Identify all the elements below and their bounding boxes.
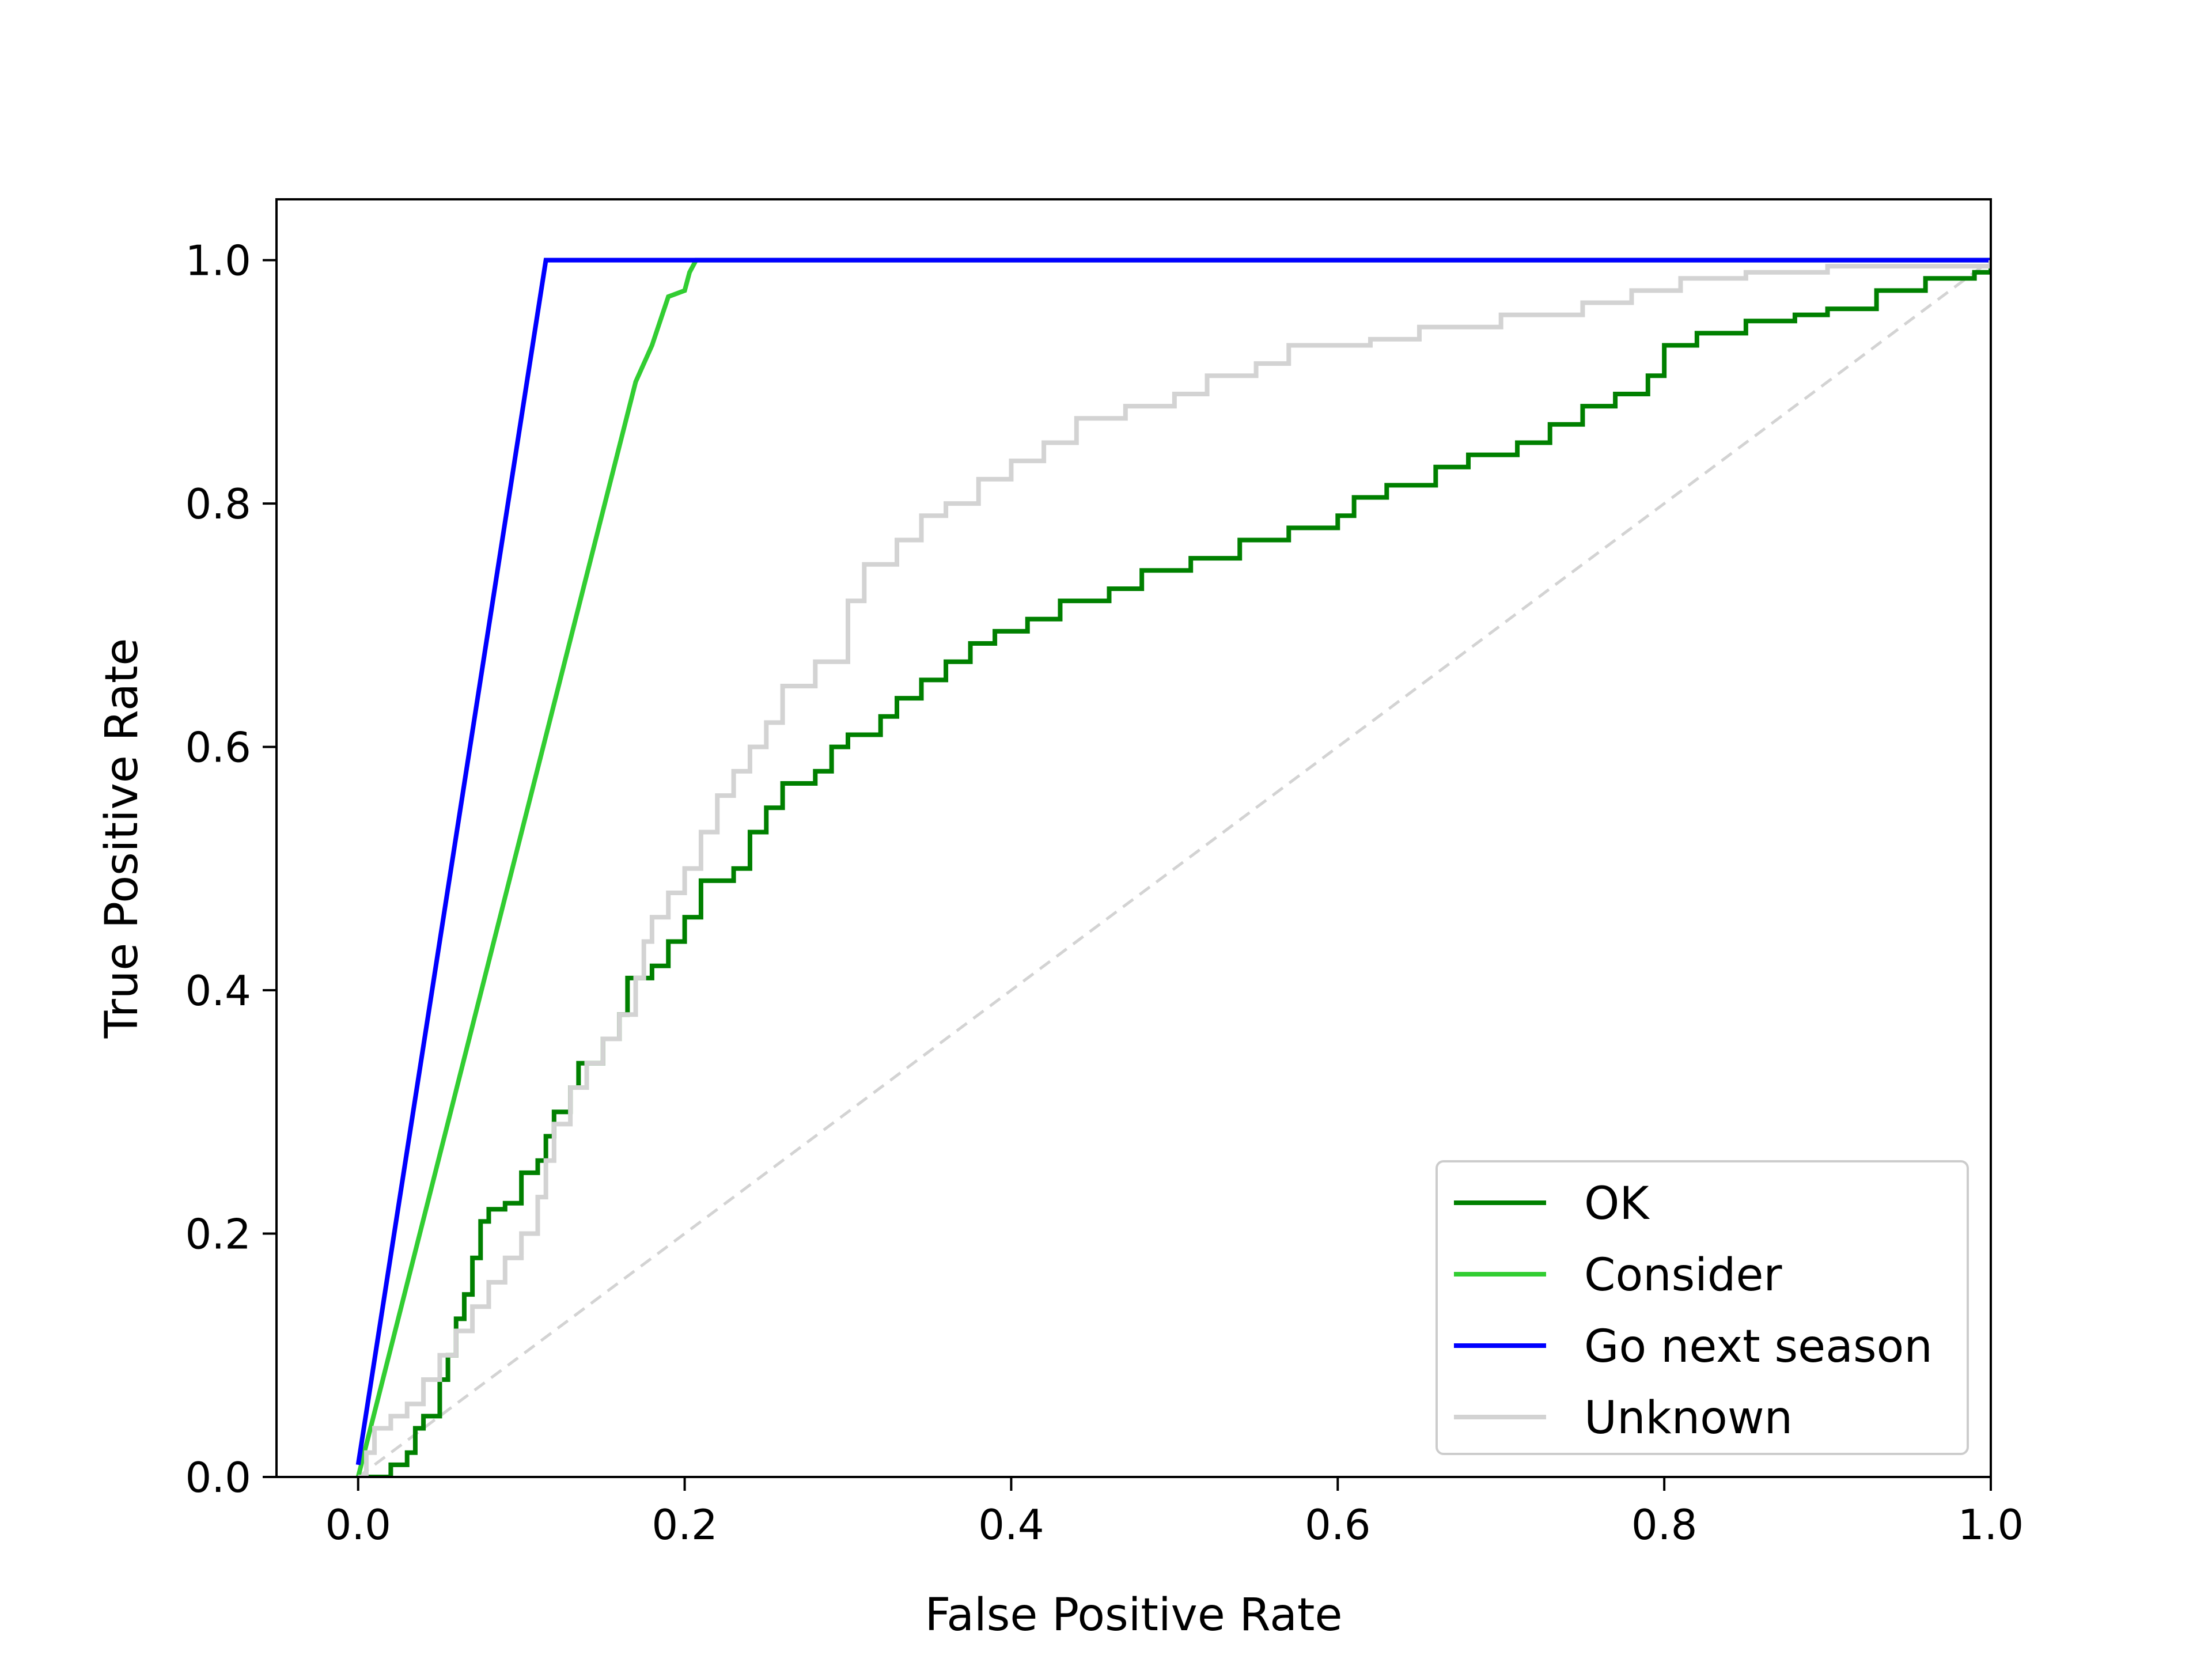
tick-layer: 0.0 0.2 0.4 0.6 0.8 1.0 0.0 0.2 0.4 0.6 0.8 1.0 bbox=[185, 237, 2024, 1549]
diagonal-reference-line bbox=[357, 259, 1991, 1477]
legend-label: OK bbox=[1584, 1178, 1650, 1230]
y-tick-label: 1.0 bbox=[185, 237, 251, 285]
y-tick-label: 0.0 bbox=[185, 1453, 251, 1502]
x-tick-label: 0.4 bbox=[978, 1501, 1044, 1549]
y-tick-label: 0.2 bbox=[185, 1210, 251, 1259]
series-line-go-next-season bbox=[355, 257, 1991, 1465]
plot-frame bbox=[275, 198, 1992, 1478]
x-tick-label: 0.8 bbox=[1631, 1501, 1698, 1549]
x-axis-label: False Positive Rate bbox=[925, 1589, 1343, 1641]
series-line-unknown bbox=[358, 260, 1991, 1477]
series-layer bbox=[355, 257, 1991, 1477]
legend: OK Consider Go next season Unknown bbox=[1435, 1160, 1969, 1455]
x-tick-label: 1.0 bbox=[1958, 1501, 2024, 1549]
y-tick-label: 0.6 bbox=[185, 724, 251, 772]
x-tick-label: 0.6 bbox=[1305, 1501, 1371, 1549]
y-tick-label: 0.8 bbox=[185, 480, 251, 528]
legend-box bbox=[1435, 1160, 1969, 1455]
x-tick-label: 0.0 bbox=[325, 1501, 391, 1549]
x-tick-label: 0.2 bbox=[652, 1501, 718, 1549]
legend-label: Unknown bbox=[1584, 1392, 1793, 1444]
legend-label: Go next season bbox=[1584, 1321, 1933, 1373]
series-line-ok bbox=[358, 260, 1991, 1477]
y-tick-label: 0.4 bbox=[185, 967, 251, 1015]
y-axis-label: True Positive Rate bbox=[96, 638, 148, 1039]
legend-label: Consider bbox=[1584, 1249, 1782, 1301]
